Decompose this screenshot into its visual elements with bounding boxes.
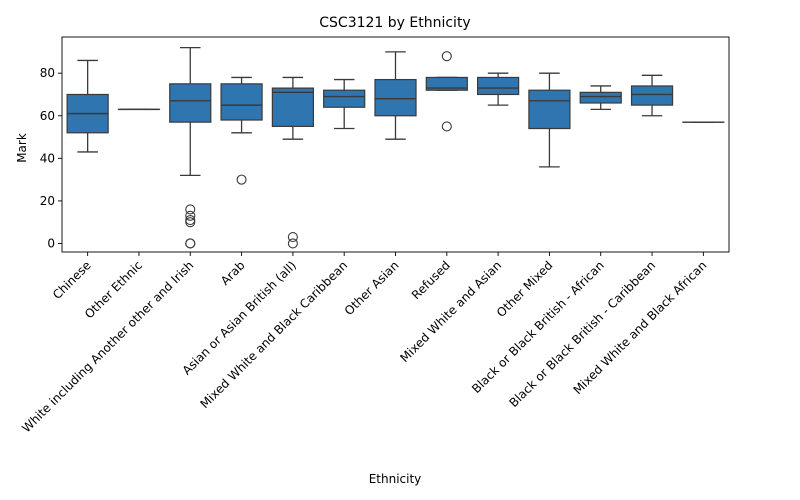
box [425,76,468,91]
outlier-point [287,238,298,249]
plot-area [66,46,725,249]
box [323,89,366,108]
box [220,83,263,121]
outlier-point [185,238,196,249]
box [579,91,622,104]
outlier-point [441,121,452,132]
outlier-point [441,51,452,62]
box-group-7 [425,51,468,132]
chart-title: CSC3121 by Ethnicity [319,15,470,31]
x-tick-label: Other Asian [342,258,402,318]
box [271,87,315,128]
outlier-point [287,232,298,243]
x-tick-label: Arab [218,258,248,288]
box-group-0 [66,59,109,153]
box-group-11 [630,74,674,117]
outlier-point [185,210,196,221]
y-tick-label: 40 [40,151,55,165]
box-group-3 [220,76,263,185]
box-group-9 [528,72,571,168]
outlier-point [185,204,196,215]
box-group-8 [476,72,520,106]
y-axis-label: Mark [15,133,29,163]
y-tick-label: 0 [47,236,55,250]
y-tick-label: 20 [40,194,55,208]
box-group-5 [323,78,366,130]
outlier-point [236,174,247,185]
box [528,89,571,130]
box [169,83,212,123]
x-tick-label: Refused [409,258,453,302]
box-group-6 [374,51,417,140]
x-axis-label: Ethnicity [369,472,422,486]
y-tick-label: 80 [40,66,55,80]
outlier-point [185,217,196,228]
box [476,76,520,96]
box-group-4 [271,76,315,249]
y-axis: 0 20 40 60 80 [40,66,62,250]
box [630,85,674,106]
y-tick-label: 60 [40,109,55,123]
box-group-2 [169,46,212,249]
box-group-10 [579,85,622,111]
x-tick-label: Chinese [50,258,94,302]
box [374,78,417,117]
x-tick-label: Mixed White and Asian [397,258,504,365]
